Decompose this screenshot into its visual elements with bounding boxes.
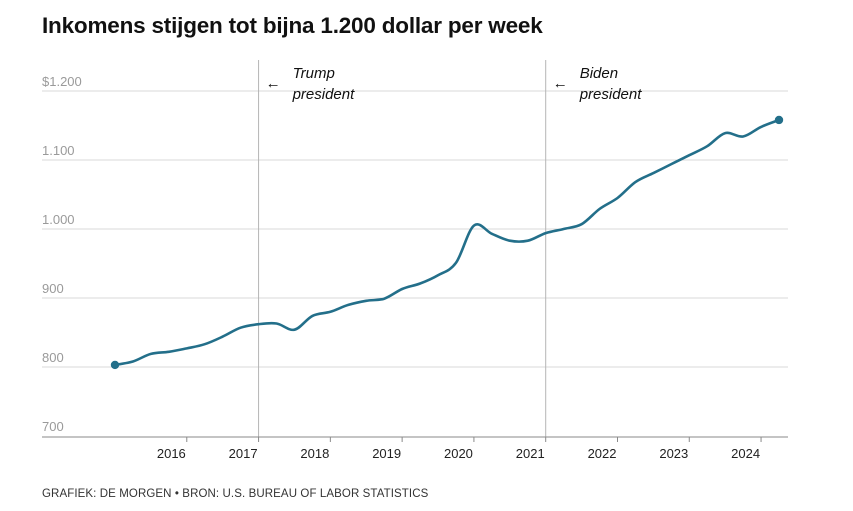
x-tick-label: 2023 xyxy=(659,446,688,461)
end-point-marker xyxy=(774,115,784,125)
y-tick-label: 900 xyxy=(42,281,64,296)
x-tick-label: 2019 xyxy=(372,446,401,461)
x-tick-label: 2020 xyxy=(444,446,473,461)
chart-title: Inkomens stijgen tot bijna 1.200 dollar … xyxy=(42,13,543,38)
series xyxy=(110,115,784,370)
income-line xyxy=(113,118,781,367)
x-tick-label: 2018 xyxy=(300,446,329,461)
y-axis-labels: 700 800 900 1.000 1.100 $1.200 xyxy=(42,74,82,434)
x-tick-label: 2017 xyxy=(229,446,258,461)
annotation-role: president xyxy=(579,86,643,103)
y-tick-label: 800 xyxy=(42,350,64,365)
y-tick-label: 1.100 xyxy=(42,143,75,158)
source-credit: GRAFIEK: DE MORGEN • BRON: U.S. BUREAU O… xyxy=(42,488,429,500)
start-point-marker xyxy=(110,360,120,370)
annotations: ← Trump president ← Biden president xyxy=(266,65,643,103)
gridlines xyxy=(42,90,788,368)
left-arrow-icon: ← xyxy=(266,75,281,92)
y-tick-label: $1.200 xyxy=(42,74,82,89)
x-tick-label: 2021 xyxy=(516,446,545,461)
left-arrow-icon: ← xyxy=(553,75,568,92)
annotation-role: president xyxy=(292,86,356,103)
x-tick-label: 2024 xyxy=(731,446,760,461)
y-tick-label: 700 xyxy=(42,419,64,434)
y-tick-label: 1.000 xyxy=(42,212,75,227)
annotation-name: Biden xyxy=(580,65,618,82)
president-markers xyxy=(258,60,547,437)
annotation-name: Trump xyxy=(293,65,335,82)
x-tick-label: 2016 xyxy=(157,446,186,461)
x-tick-label: 2022 xyxy=(588,446,617,461)
x-axis-labels: 2016 2017 2018 2019 2020 2021 2022 2023 2024 xyxy=(157,437,762,461)
